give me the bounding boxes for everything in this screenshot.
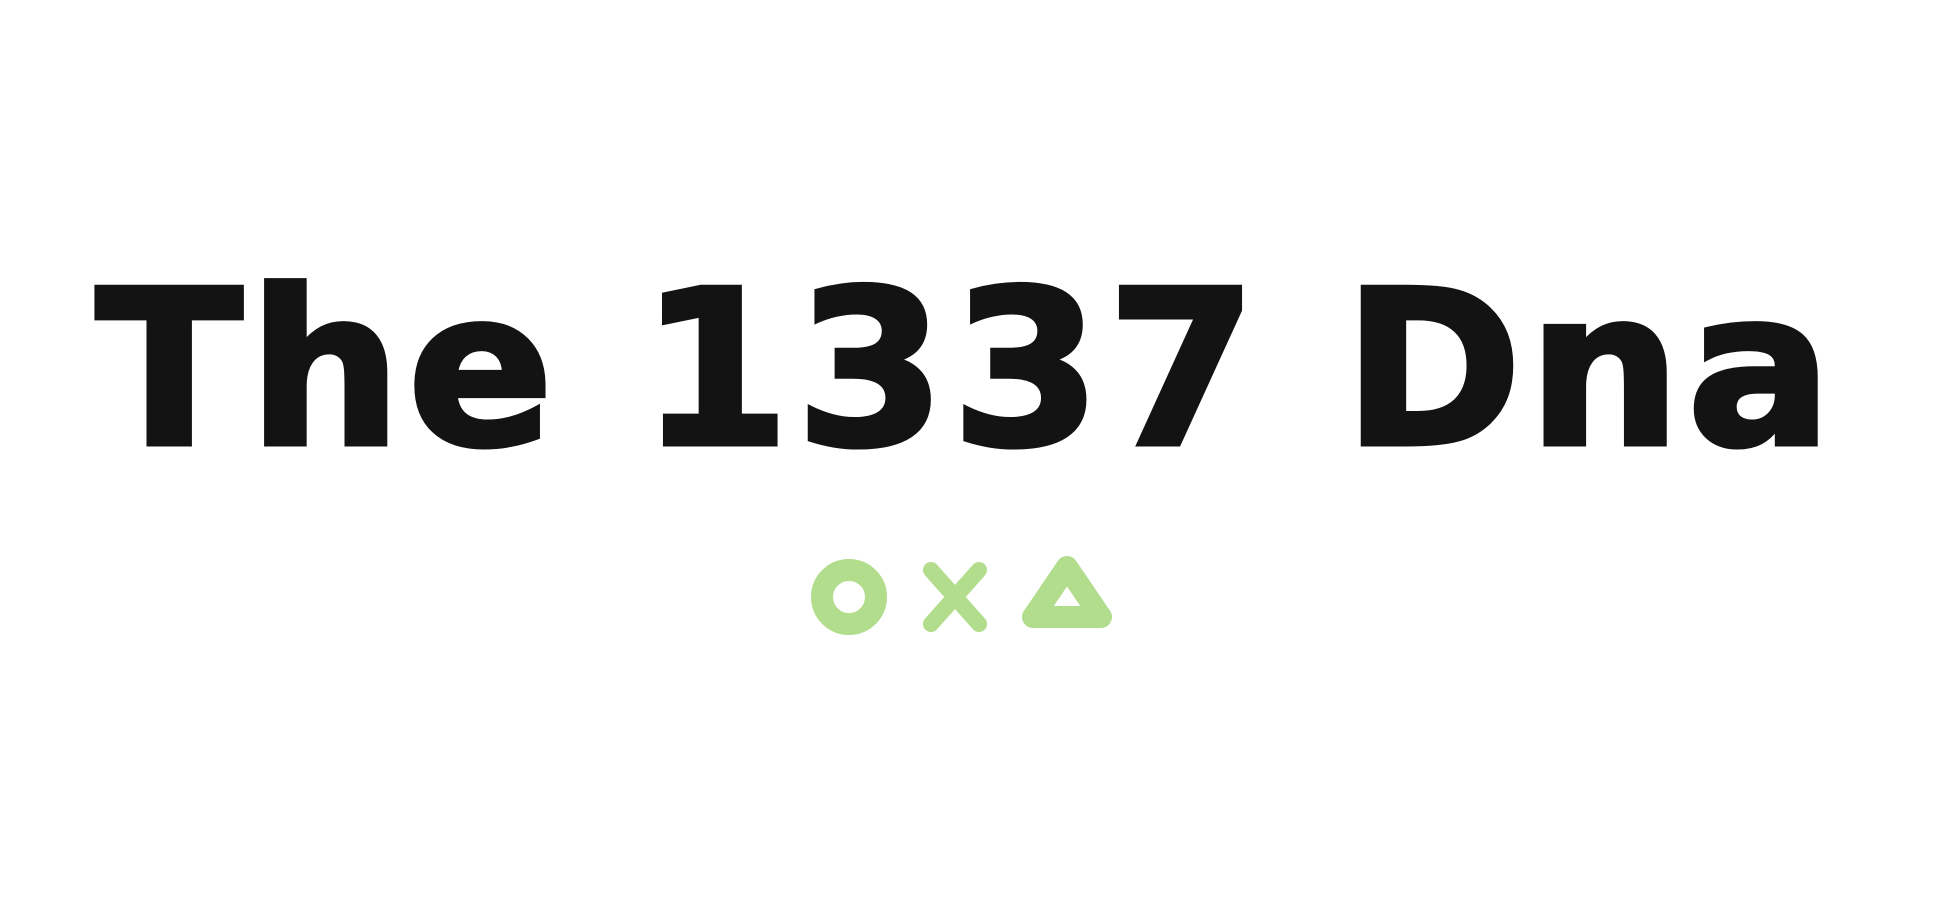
headline-text: The 1337 Dna [93, 244, 1839, 495]
shape-icons [811, 556, 1112, 635]
shape-icons-row [806, 554, 1126, 644]
triangle-icon [1022, 556, 1112, 628]
circle-icon [811, 559, 887, 635]
cross-icon [923, 562, 987, 632]
